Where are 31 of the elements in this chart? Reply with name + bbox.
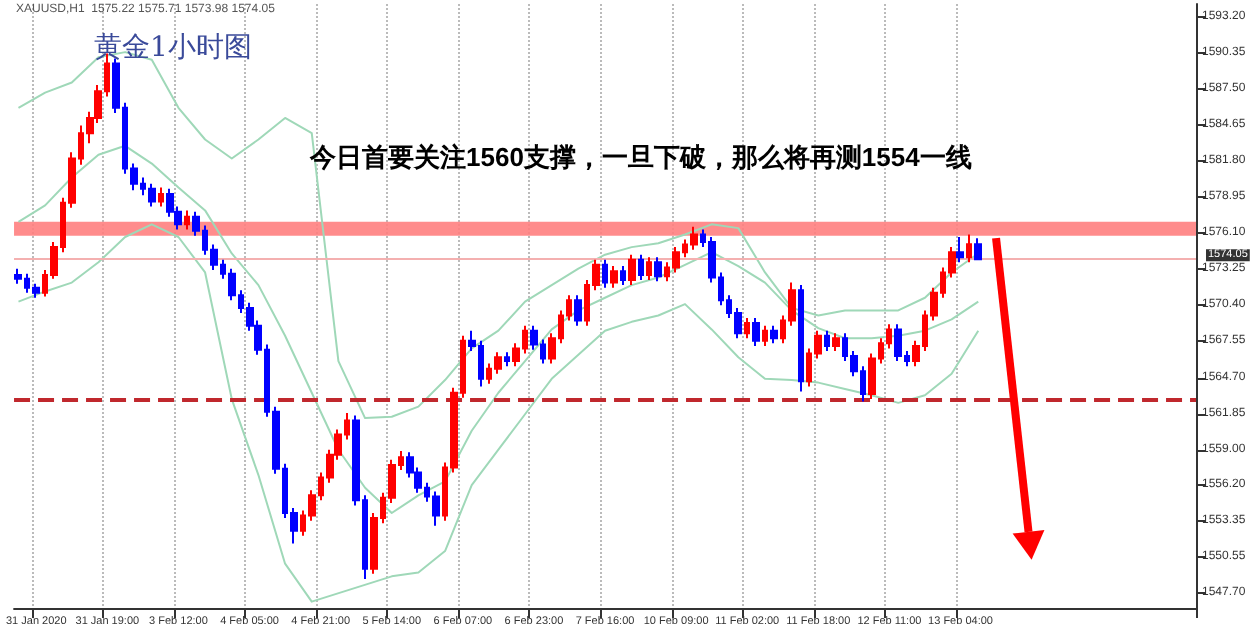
candlestick <box>770 324 778 345</box>
candlestick <box>646 256 652 282</box>
candlestick <box>610 265 618 289</box>
candlestick <box>966 233 972 264</box>
text: 黄金1小时图 <box>94 32 252 64</box>
candlestick <box>14 267 22 285</box>
candlestick <box>628 253 636 287</box>
candlestick <box>654 256 662 283</box>
candlestick <box>184 209 190 231</box>
candlestick <box>504 351 510 368</box>
candlestick <box>824 329 830 352</box>
candlestick <box>638 253 644 282</box>
candlestick <box>158 186 164 208</box>
annotation: 今日首要关注1560支撑，一旦下破，那么将再测1554一线 <box>308 142 972 172</box>
line-series <box>17 223 980 603</box>
candlestick <box>752 317 760 347</box>
candlestick <box>602 258 608 289</box>
candlestick <box>974 237 982 262</box>
candlestick <box>894 323 902 363</box>
candlestick <box>798 284 804 393</box>
candlestick <box>32 282 40 299</box>
candlestick <box>672 246 680 274</box>
candlestick <box>744 317 750 340</box>
candlestick <box>690 225 698 251</box>
candlestick <box>574 294 582 327</box>
candlestick <box>956 235 964 264</box>
candlestick <box>620 265 626 287</box>
candlestick <box>832 332 840 352</box>
candlestick <box>432 490 440 527</box>
candlestick <box>148 182 156 208</box>
candlestick <box>762 324 768 347</box>
